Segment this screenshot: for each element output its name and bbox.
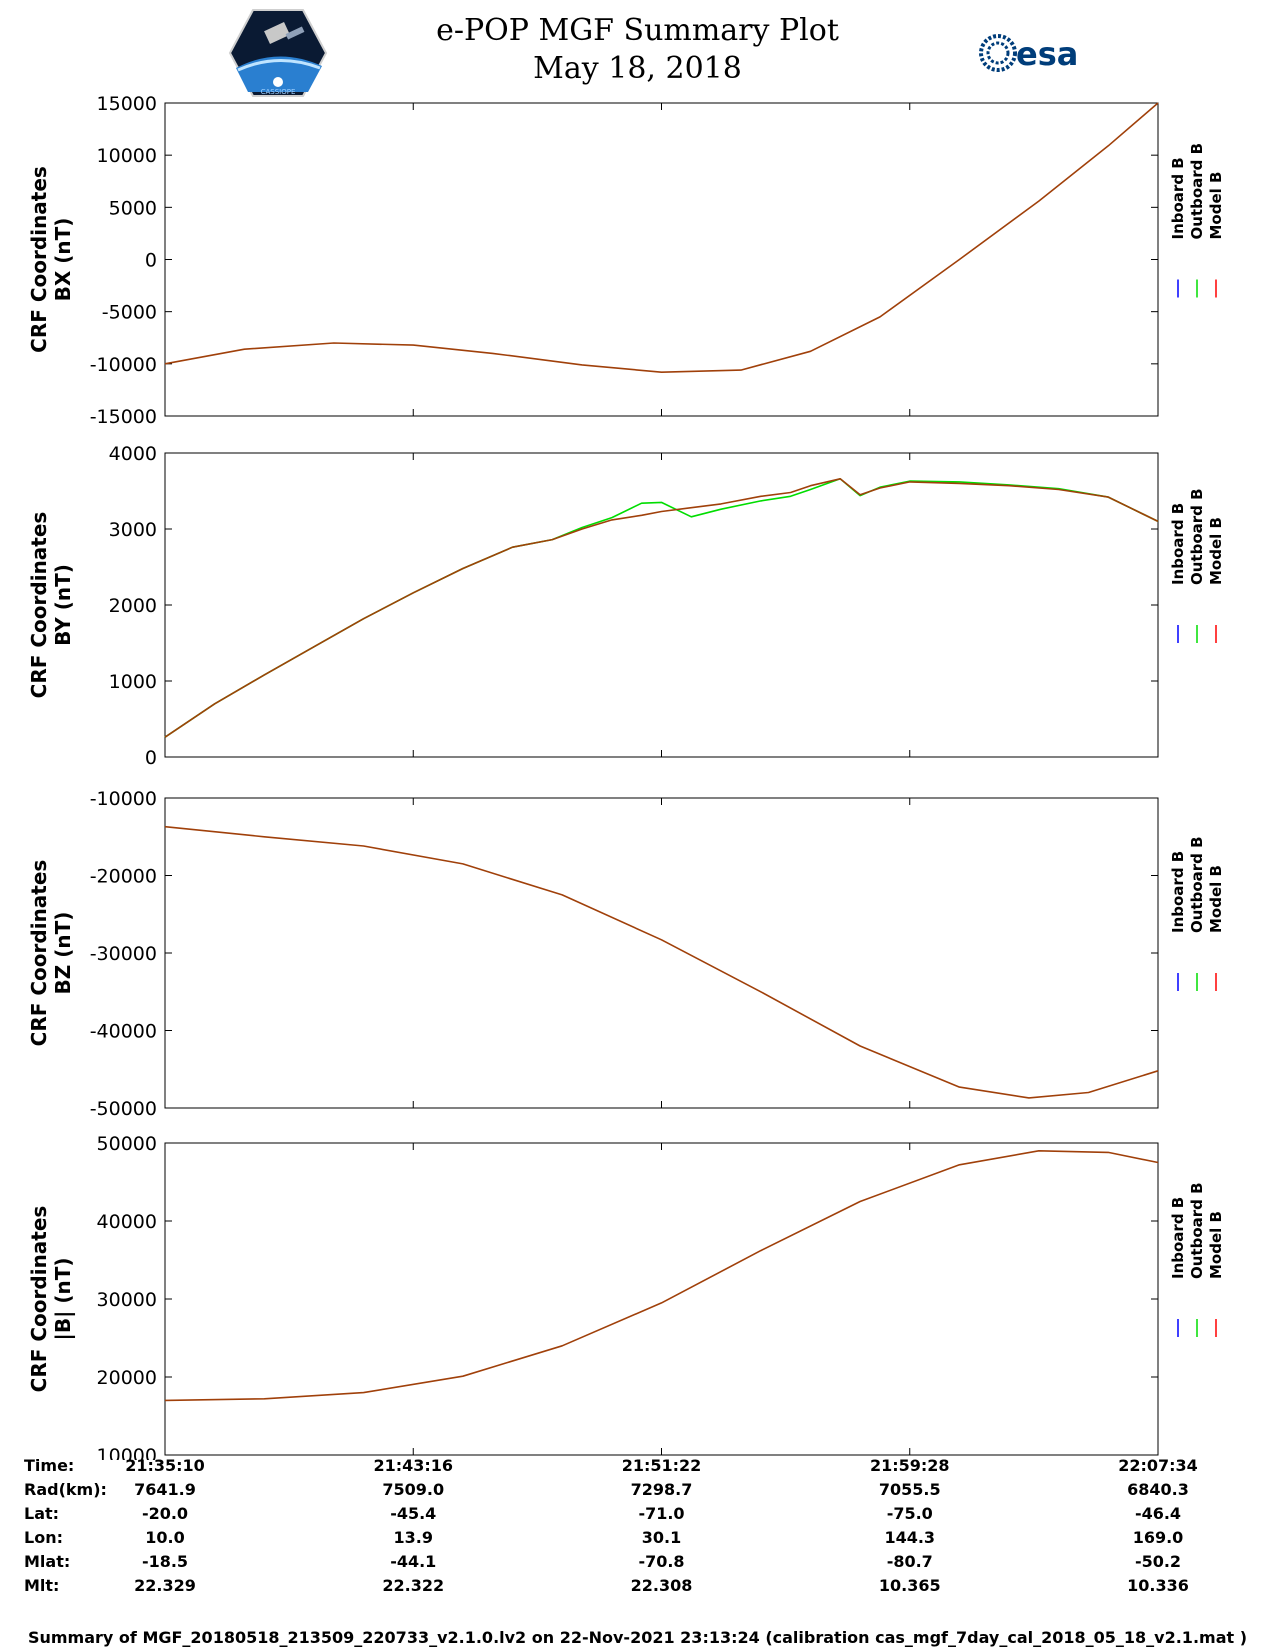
y-axis-title: CRF CoordinatesBZ (nT) bbox=[27, 860, 75, 1047]
legend-label: Outboard B bbox=[1188, 1182, 1206, 1279]
ephemeris-value: 22.308 bbox=[630, 1576, 693, 1595]
y-tick-label: -20000 bbox=[90, 866, 157, 888]
plot-frame bbox=[164, 452, 1159, 758]
ephemeris-value: -80.7 bbox=[886, 1552, 933, 1571]
y-tick-label: -15000 bbox=[90, 406, 157, 428]
y-tick-label: 10000 bbox=[97, 145, 157, 167]
ephemeris-value: 21:35:10 bbox=[125, 1456, 205, 1475]
legend-label: Model B bbox=[1207, 172, 1225, 240]
cassiope-logo-text: CASSIOPE bbox=[261, 88, 296, 96]
ephemeris-value: 7641.9 bbox=[134, 1480, 196, 1499]
ephemeris-value: -20.0 bbox=[141, 1504, 189, 1523]
ephemeris-row-label: Lat: bbox=[24, 1504, 60, 1523]
ephemeris-row-label: Lon: bbox=[24, 1528, 63, 1547]
ephemeris-value: -50.2 bbox=[1134, 1552, 1182, 1571]
legend-label: Outboard B bbox=[1188, 143, 1206, 240]
y-axis-title: CRF CoordinatesBX (nT) bbox=[27, 166, 75, 353]
plot-frame bbox=[164, 1142, 1159, 1456]
y-axis-title: CRF CoordinatesBY (nT) bbox=[27, 512, 75, 699]
y-tick-label: 5000 bbox=[109, 197, 157, 219]
ephemeris-value: 22:07:34 bbox=[1118, 1456, 1198, 1475]
plot-frame bbox=[164, 797, 1159, 1109]
series-line bbox=[164, 1150, 1159, 1402]
legend-label: Model B bbox=[1207, 865, 1225, 933]
ephemeris-value: 6840.3 bbox=[1127, 1480, 1189, 1499]
ephemeris-value: 10.0 bbox=[145, 1528, 185, 1547]
ephemeris-value: 30.1 bbox=[641, 1528, 682, 1547]
y-tick-label: 2000 bbox=[109, 595, 157, 617]
esa-logo: esa bbox=[979, 34, 1078, 73]
y-tick-label: -5000 bbox=[102, 302, 157, 324]
ephemeris-table: Time: Rad(km): Lat: Lon: Mlat: Mlt: 21:35:10 76… bbox=[0, 1456, 1275, 1620]
y-tick-label: 30000 bbox=[97, 1289, 157, 1311]
ephemeris-row-label: Rad(km): bbox=[24, 1480, 107, 1499]
ephemeris-value: -75.0 bbox=[886, 1504, 933, 1523]
y-tick-label: -40000 bbox=[90, 1021, 157, 1043]
ephemeris-value: -71.0 bbox=[638, 1504, 685, 1523]
ephemeris-value: -18.5 bbox=[141, 1552, 189, 1571]
title-block: e-POP MGF Summary Plot May 18, 2018 bbox=[0, 12, 1275, 88]
y-tick-label: -10000 bbox=[90, 354, 157, 376]
legend-label: Outboard B bbox=[1188, 836, 1206, 933]
legend-label: Model B bbox=[1207, 517, 1225, 585]
footer-summary: Summary of MGF_20180518_213509_220733_v2… bbox=[27, 1628, 1248, 1647]
y-tick-label: 4000 bbox=[109, 443, 157, 465]
y-tick-label: -30000 bbox=[90, 943, 157, 965]
cassiope-logo: CASSIOPE bbox=[228, 9, 328, 97]
ephemeris-value: 13.9 bbox=[393, 1528, 433, 1547]
y-axis-title: CRF Coordinates|B| (nT) bbox=[27, 1206, 75, 1393]
plot-frame bbox=[164, 102, 1159, 417]
ephemeris-value: 169.0 bbox=[1132, 1528, 1184, 1547]
legend-label: Outboard B bbox=[1188, 488, 1206, 585]
legend-label: Inboard B bbox=[1169, 1197, 1187, 1279]
ephemeris-row-label: Time: bbox=[24, 1456, 75, 1475]
y-tick-label: 50000 bbox=[97, 1133, 157, 1155]
series-line bbox=[164, 478, 1159, 738]
ephemeris-value: 10.336 bbox=[1127, 1576, 1189, 1595]
y-tick-label: -50000 bbox=[90, 1098, 157, 1120]
ephemeris-value: 22.329 bbox=[134, 1576, 196, 1595]
series-line bbox=[164, 825, 1159, 1099]
y-tick-label: 10000 bbox=[97, 1445, 157, 1460]
legend-label: Model B bbox=[1207, 1211, 1225, 1279]
ephemeris-row-label: Mlat: bbox=[24, 1552, 71, 1571]
y-tick-label: -10000 bbox=[90, 788, 157, 810]
y-tick-label: 1000 bbox=[109, 671, 157, 693]
esa-logo-text: esa bbox=[1016, 35, 1078, 73]
ephemeris-value: 21:43:16 bbox=[373, 1456, 454, 1475]
ephemeris-value: 21:59:28 bbox=[869, 1456, 950, 1475]
legend-label: Inboard B bbox=[1169, 157, 1187, 239]
ephemeris-value: -44.1 bbox=[390, 1552, 437, 1571]
y-tick-label: 20000 bbox=[97, 1367, 157, 1389]
y-tick-label: 3000 bbox=[109, 519, 157, 541]
y-tick-label: 0 bbox=[145, 250, 157, 272]
series-line bbox=[164, 478, 1159, 738]
y-tick-label: 15000 bbox=[97, 93, 157, 115]
ephemeris-value: -45.4 bbox=[390, 1504, 437, 1523]
series-line bbox=[164, 102, 1159, 373]
ephemeris-value: 7509.0 bbox=[382, 1480, 445, 1499]
ephemeris-value: 7055.5 bbox=[878, 1480, 941, 1499]
ephemeris-value: 144.3 bbox=[884, 1528, 936, 1547]
chart-title: e-POP MGF Summary Plot bbox=[436, 13, 839, 48]
legend-label: Inboard B bbox=[1169, 503, 1187, 585]
ephemeris-value: -46.4 bbox=[1134, 1504, 1182, 1523]
y-tick-label: 40000 bbox=[97, 1211, 157, 1233]
ephemeris-value: 10.365 bbox=[878, 1576, 941, 1595]
ephemeris-row-label: Mlt: bbox=[24, 1576, 60, 1595]
y-tick-label: 0 bbox=[145, 747, 157, 769]
ephemeris-value: 7298.7 bbox=[630, 1480, 693, 1499]
legend-label: Inboard B bbox=[1169, 851, 1187, 933]
ephemeris-value: -70.8 bbox=[638, 1552, 685, 1571]
chart-date: May 18, 2018 bbox=[533, 51, 742, 86]
ephemeris-value: 21:51:22 bbox=[621, 1456, 702, 1475]
ephemeris-value: 22.322 bbox=[382, 1576, 445, 1595]
